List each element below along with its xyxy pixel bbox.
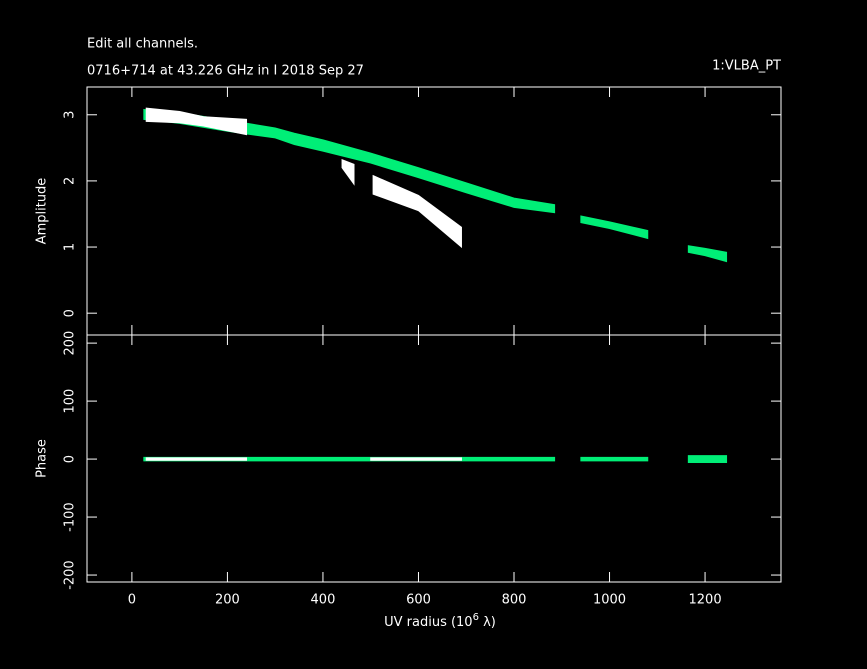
- x-label-sup: 6: [473, 612, 479, 623]
- x-tick-label: 400: [311, 593, 336, 608]
- chart-title: Edit all channels.: [87, 37, 198, 52]
- x-label-part: UV radius (10: [384, 615, 472, 630]
- annotation: 1:VLBA_PT: [712, 59, 781, 74]
- x-tick-label: 800: [502, 593, 527, 608]
- data-band: [372, 174, 462, 249]
- data-band: [687, 245, 728, 263]
- data-band: [143, 108, 556, 214]
- data-band: [687, 455, 728, 464]
- y-tick-label: -200: [63, 560, 78, 590]
- plot-frame: [86, 334, 782, 583]
- y-tick-label: 1: [63, 243, 78, 251]
- y-tick-label: 3: [63, 111, 78, 119]
- data-band: [145, 457, 248, 461]
- y-tick-label: 200: [63, 331, 78, 356]
- data-band: [145, 107, 248, 136]
- data-band: [580, 456, 649, 462]
- data-band: [341, 159, 355, 186]
- chart-subtitle: 0716+714 at 43.226 GHz in I 2018 Sep 27: [87, 64, 364, 79]
- x-tick-label: 1000: [593, 593, 626, 608]
- x-axis-label: UV radius (106 λ): [384, 612, 496, 630]
- y-tick-label: 100: [63, 389, 78, 414]
- y-tick-label: 0: [63, 309, 78, 317]
- data-band: [370, 457, 462, 461]
- y-tick-label: -100: [63, 502, 78, 532]
- x-tick-label: 200: [215, 593, 240, 608]
- y-axis-label: Amplitude: [35, 178, 50, 245]
- x-label-part: λ): [479, 615, 496, 630]
- x-tick-label: 600: [406, 593, 431, 608]
- data-band: [580, 215, 649, 240]
- y-axis-label: Phase: [35, 439, 50, 478]
- x-tick-label: 1200: [689, 593, 722, 608]
- x-tick-label: 0: [128, 593, 136, 608]
- y-tick-label: 0: [63, 455, 78, 463]
- y-tick-label: 2: [63, 177, 78, 185]
